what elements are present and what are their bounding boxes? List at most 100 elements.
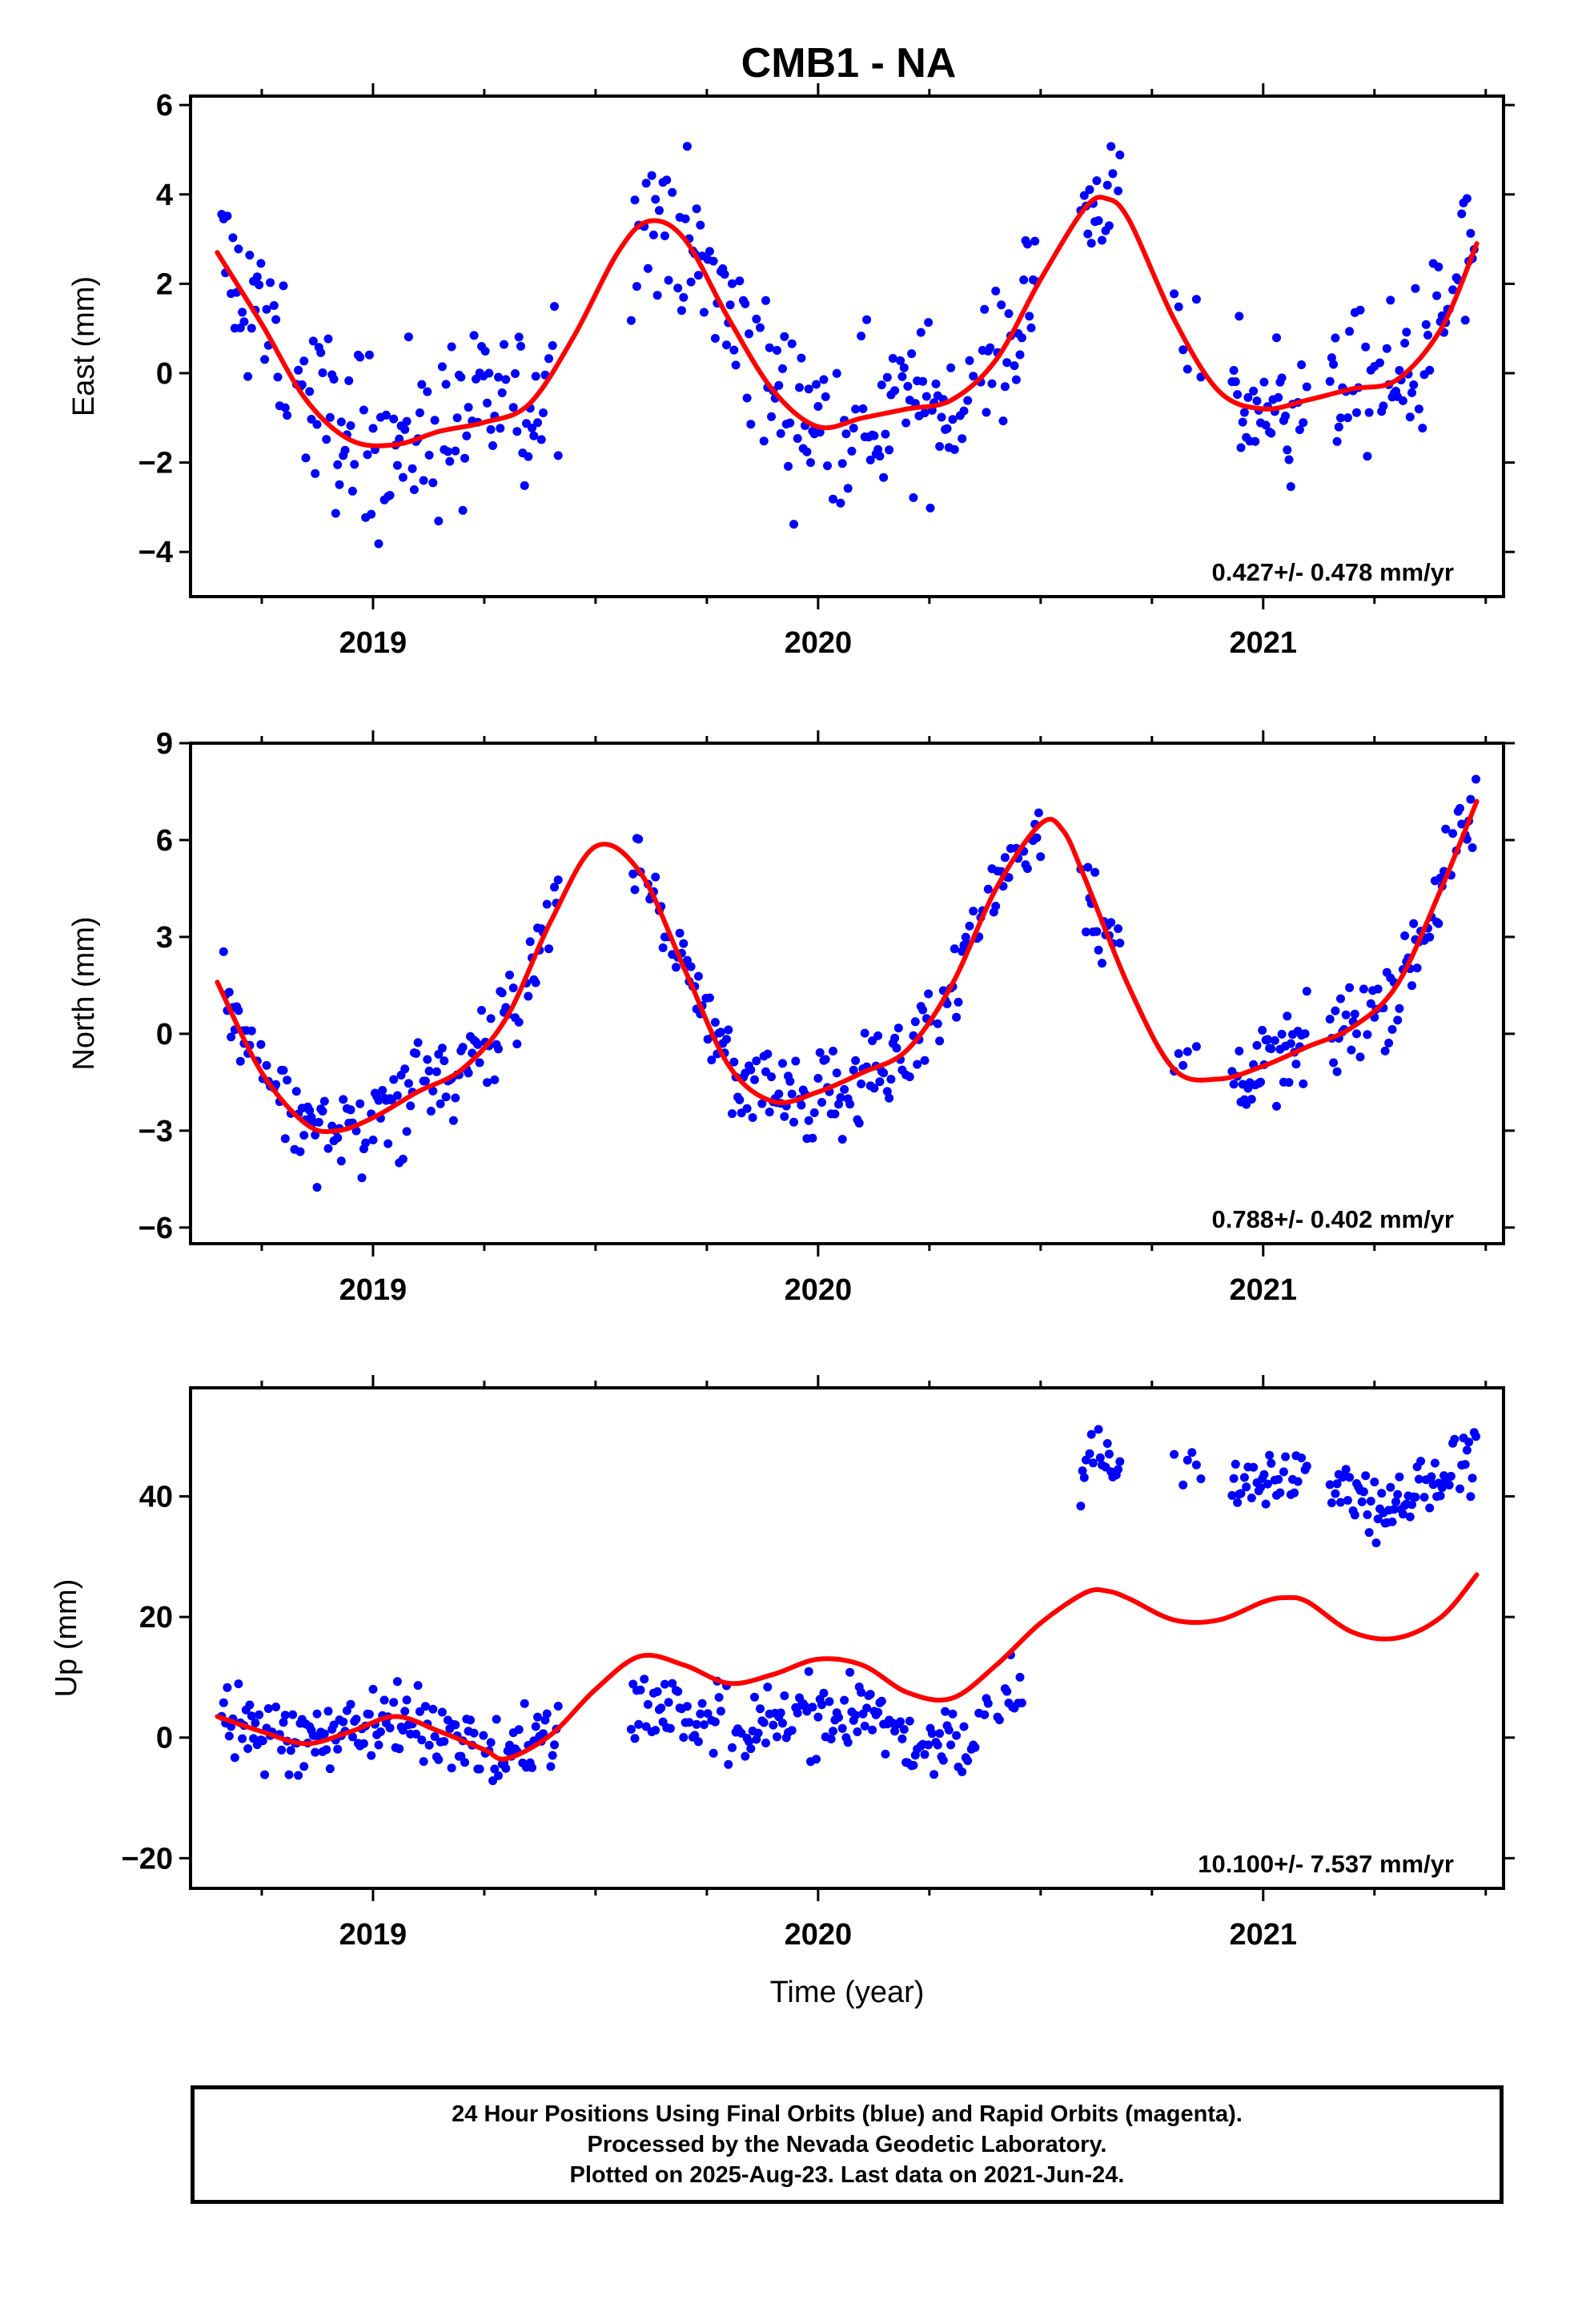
data-point — [804, 384, 813, 394]
data-point — [1373, 1514, 1383, 1524]
data-point — [308, 336, 318, 346]
data-point — [630, 1734, 640, 1743]
data-point — [742, 393, 752, 403]
data-point — [1355, 1052, 1365, 1062]
data-point — [363, 450, 372, 460]
data-point — [443, 447, 452, 456]
data-point — [385, 491, 395, 500]
data-point — [913, 1059, 922, 1069]
data-point — [879, 1068, 889, 1078]
data-point — [251, 1719, 260, 1727]
data-point — [673, 1687, 683, 1696]
data-point — [834, 1713, 843, 1723]
data-point — [1261, 1499, 1271, 1509]
data-point — [500, 340, 508, 349]
data-point — [333, 460, 343, 469]
data-point — [931, 379, 941, 388]
data-point — [307, 415, 316, 424]
data-point — [752, 1056, 761, 1066]
data-point — [451, 1720, 460, 1730]
data-point — [1002, 1687, 1012, 1696]
data-point — [1366, 999, 1375, 1008]
data-point — [319, 1096, 329, 1106]
data-point — [311, 1747, 320, 1757]
data-point — [234, 244, 243, 254]
data-point — [869, 431, 879, 440]
data-point — [505, 971, 514, 979]
data-point — [1375, 358, 1384, 368]
data-point — [1460, 316, 1470, 325]
data-point — [1366, 1497, 1375, 1506]
x-tick-label: 2021 — [1230, 1273, 1298, 1307]
data-point — [728, 1109, 737, 1119]
data-point — [512, 1039, 522, 1049]
data-point — [333, 1133, 343, 1143]
data-point — [1468, 1474, 1477, 1483]
data-point — [1299, 1079, 1308, 1088]
data-point — [1281, 412, 1291, 420]
data-point — [1460, 1460, 1470, 1470]
data-point — [1249, 386, 1259, 396]
data-point — [511, 369, 520, 378]
data-point — [1239, 1473, 1249, 1482]
data-point — [651, 195, 661, 204]
data-point — [477, 1006, 486, 1015]
data-point — [778, 1059, 787, 1068]
data-point — [1393, 1490, 1403, 1499]
data-point — [1386, 296, 1395, 305]
data-point — [1400, 931, 1410, 940]
data-point — [819, 375, 829, 384]
data-point — [910, 1017, 920, 1027]
data-point — [875, 452, 885, 461]
data-point — [1026, 323, 1036, 332]
y-tick-label: 20 — [139, 1601, 173, 1634]
data-point — [432, 1067, 441, 1076]
data-point — [983, 884, 993, 894]
data-point — [1231, 1459, 1240, 1469]
data-point — [501, 1003, 511, 1012]
data-point — [1277, 1029, 1287, 1039]
data-point — [412, 1729, 421, 1739]
data-point — [458, 505, 468, 515]
data-point — [1359, 1487, 1368, 1497]
data-point — [1345, 1473, 1355, 1482]
data-point — [1178, 1060, 1188, 1070]
data-point — [492, 1715, 501, 1724]
data-point — [735, 276, 745, 286]
data-point — [255, 1710, 264, 1719]
data-point — [1448, 829, 1458, 838]
data-point — [1382, 344, 1391, 353]
data-point — [1229, 366, 1239, 375]
data-point — [845, 1667, 855, 1677]
data-point — [1300, 1029, 1310, 1039]
data-point — [447, 342, 456, 352]
data-point — [858, 404, 868, 413]
data-point — [484, 368, 494, 378]
data-point — [458, 1043, 468, 1052]
data-point — [998, 416, 1008, 426]
data-point — [761, 1739, 770, 1747]
data-point — [413, 1038, 423, 1047]
data-point — [763, 1683, 773, 1692]
data-point — [1115, 939, 1125, 948]
data-point — [252, 272, 262, 282]
data-point — [641, 179, 651, 188]
data-point — [679, 1733, 689, 1742]
data-point — [797, 1100, 806, 1110]
data-point — [1466, 794, 1476, 804]
y-tick-label: 9 — [156, 727, 173, 761]
data-point — [765, 343, 774, 352]
data-point — [550, 302, 559, 312]
data-point — [1284, 1078, 1294, 1088]
data-point — [1343, 413, 1352, 423]
data-point — [763, 1049, 773, 1059]
data-point — [668, 187, 677, 197]
data-point — [1462, 1445, 1472, 1455]
data-point — [660, 1679, 669, 1689]
data-point — [665, 1723, 675, 1733]
data-point — [714, 1693, 724, 1702]
data-point — [299, 1131, 309, 1140]
data-point — [1409, 380, 1419, 389]
data-point — [780, 1691, 789, 1700]
footer-line-3: Plotted on 2025-Aug-23. Last data on 202… — [569, 2162, 1125, 2188]
